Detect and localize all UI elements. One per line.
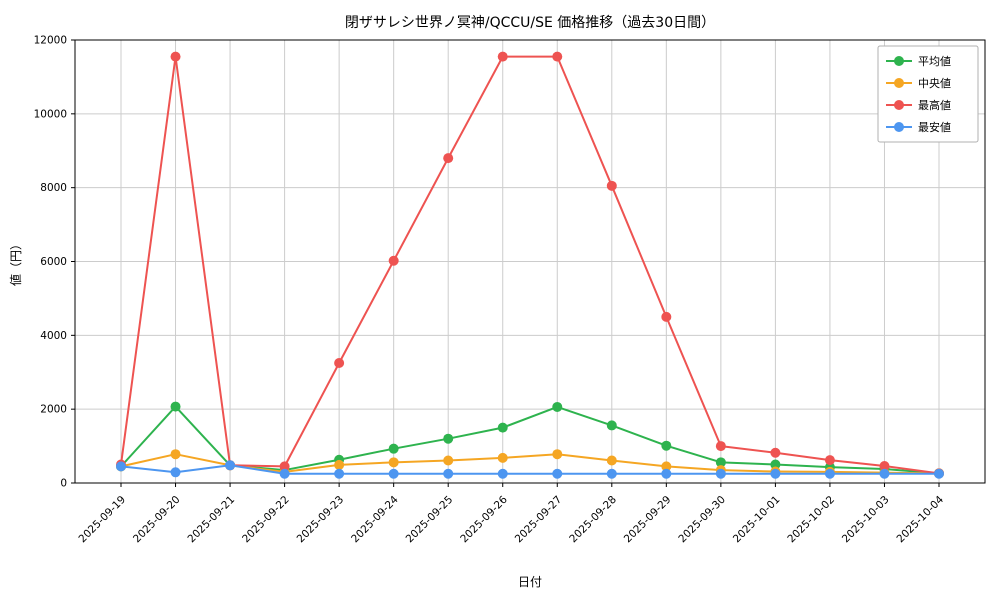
- x-tick-label: 2025-09-23: [295, 494, 347, 546]
- data-point-marker-3: [225, 460, 236, 471]
- data-point-marker-0: [552, 401, 563, 412]
- data-point-marker-3: [715, 468, 726, 479]
- data-point-marker-2: [279, 461, 290, 472]
- data-point-marker-3: [606, 468, 617, 479]
- data-point-marker-0: [661, 440, 672, 451]
- x-tick-label: 2025-09-24: [349, 493, 401, 545]
- data-point-marker-1: [552, 449, 563, 460]
- data-point-marker-1: [334, 459, 345, 470]
- data-point-marker-2: [170, 51, 181, 62]
- x-tick-label: 2025-09-26: [458, 493, 510, 545]
- data-point-marker-0: [170, 401, 181, 412]
- x-tick-label: 2025-09-20: [131, 494, 183, 546]
- x-tick-label: 2025-10-03: [840, 494, 892, 546]
- y-tick-label: 10000: [34, 108, 67, 120]
- data-point-marker-3: [334, 468, 345, 479]
- x-tick-label: 2025-09-30: [676, 494, 728, 546]
- data-point-marker-3: [388, 468, 399, 479]
- data-point-marker-3: [497, 468, 508, 479]
- chart-title: 閉ザサレシ世界ノ冥神/QCCU/SE 価格推移（過去30日間）: [345, 15, 715, 31]
- data-point-marker-0: [770, 459, 781, 470]
- x-tick-label: 2025-09-29: [622, 494, 674, 546]
- legend-label: 中央値: [918, 77, 951, 90]
- data-point-marker-3: [170, 467, 181, 478]
- data-point-marker-3: [279, 468, 290, 479]
- data-point-marker-1: [443, 455, 454, 466]
- data-point-marker-0: [606, 420, 617, 431]
- data-point-marker-2: [661, 311, 672, 322]
- series-line-2: [120, 55, 940, 475]
- data-point-marker-1: [661, 461, 672, 472]
- series-line-3: [120, 464, 939, 475]
- data-point-marker-2: [606, 180, 617, 191]
- y-tick-label: 12000: [34, 35, 67, 47]
- legend-box: [877, 45, 979, 143]
- data-point-marker-3: [770, 468, 781, 479]
- data-point-marker-0: [715, 457, 726, 468]
- data-point-marker-0: [443, 433, 454, 444]
- y-tick-label: 0: [60, 478, 67, 490]
- data-point-marker-2: [824, 455, 835, 466]
- data-point-marker-2: [497, 51, 508, 62]
- y-tick-label: 6000: [40, 256, 67, 268]
- data-point-marker-3: [824, 468, 835, 479]
- data-point-marker-2: [552, 51, 563, 62]
- legend-marker: [894, 100, 904, 110]
- data-point-marker-2: [715, 441, 726, 452]
- data-point-marker-3: [443, 468, 454, 479]
- x-tick-label: 2025-09-28: [567, 494, 619, 546]
- y-tick-label: 4000: [40, 330, 67, 342]
- y-tick-label: 8000: [40, 182, 67, 194]
- legend-label: 最安値: [918, 120, 951, 134]
- data-point-marker-3: [552, 468, 563, 479]
- x-tick-label: 2025-10-01: [731, 494, 783, 546]
- x-tick-label: 2025-10-04: [894, 493, 946, 545]
- data-point-marker-1: [388, 457, 399, 468]
- data-point-marker-1: [170, 449, 181, 460]
- legend-label: 平均値: [918, 55, 951, 68]
- x-tick-label: 2025-09-21: [186, 494, 238, 546]
- x-axis-label: 日付: [518, 575, 542, 589]
- data-point-marker-1: [497, 452, 508, 463]
- data-point-marker-3: [116, 461, 126, 472]
- data-point-marker-2: [388, 255, 399, 266]
- data-point-marker-2: [443, 153, 454, 164]
- data-point-marker-2: [770, 447, 781, 458]
- data-point-marker-0: [388, 443, 399, 454]
- data-point-marker-3: [661, 468, 672, 479]
- legend-marker: [894, 56, 904, 66]
- data-point-marker-2: [334, 358, 345, 369]
- legend-label: 最高値: [918, 98, 951, 112]
- y-axis-label: 値（円）: [8, 238, 23, 286]
- data-point-marker-1: [606, 455, 617, 466]
- data-point-marker-3: [934, 468, 944, 479]
- chart-plot-area: 2025-09-19 2025-09-20 2025-09-21 2025-09-22…: [34, 35, 986, 546]
- x-tick-label: 2025-10-02: [785, 494, 837, 546]
- x-tick-label: 2025-09-25: [404, 494, 456, 546]
- x-tick-label: 2025-09-19: [76, 494, 128, 546]
- y-tick-label: 2000: [40, 404, 67, 416]
- data-point-marker-0: [497, 422, 508, 433]
- legend-marker: [894, 122, 904, 132]
- data-point-marker-2: [879, 461, 890, 472]
- data-point-marker-3: [879, 468, 890, 479]
- legend-marker: [894, 78, 904, 88]
- x-tick-label: 2025-09-22: [240, 494, 292, 546]
- x-tick-label: 2025-09-27: [513, 494, 565, 546]
